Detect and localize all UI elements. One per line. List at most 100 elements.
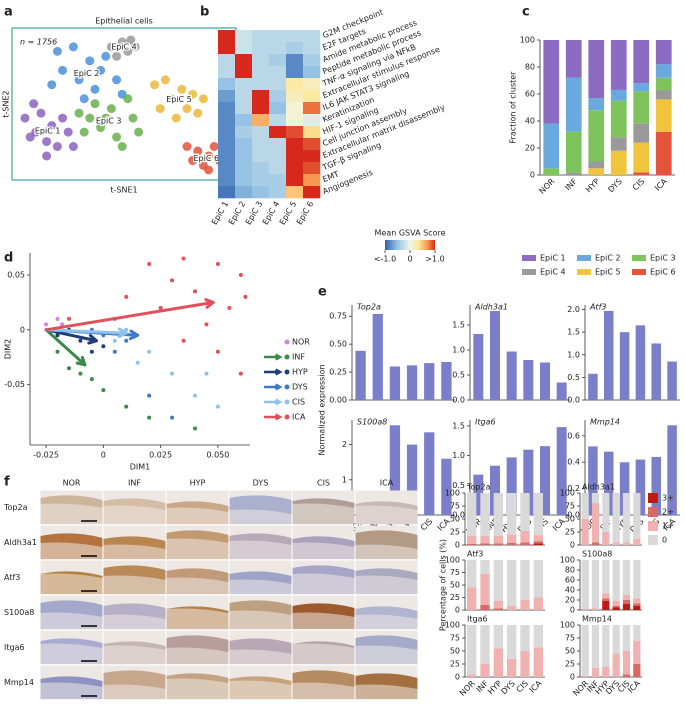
y-axis-label: t-SNE2: [2, 90, 11, 117]
panel-title: Mmp14: [582, 615, 612, 624]
panel-title: Aldh3a1: [582, 483, 615, 492]
point: [66, 316, 71, 321]
y-tick-label: 75: [565, 502, 575, 511]
panel-title: Mmp14: [590, 418, 620, 427]
point: [204, 371, 209, 376]
epithelium: [355, 530, 418, 549]
bar-segment: [493, 535, 503, 544]
bar: [406, 444, 418, 515]
heatmap-cell: [303, 78, 321, 91]
x-tick-label: CIS: [419, 517, 435, 533]
panel-title: Top2a: [466, 483, 491, 492]
point: [36, 108, 46, 118]
bar: [389, 366, 401, 400]
heatmap-cell: [235, 138, 253, 151]
bar-segment: [543, 168, 560, 175]
bar-segment: [655, 64, 672, 78]
point: [238, 272, 243, 277]
point: [204, 322, 209, 327]
point: [123, 94, 133, 104]
y-tick-label: 100: [560, 556, 575, 565]
panel-title: Itga6: [467, 615, 488, 624]
bar-segment: [507, 606, 517, 610]
bar-segment: [533, 647, 543, 677]
bar-segment: [622, 625, 631, 651]
bar: [441, 362, 452, 400]
y-tick-label: 0.0: [452, 396, 465, 405]
y-tick-label: 25: [565, 660, 575, 669]
x-tick-label: ICA: [653, 176, 669, 192]
heatmap-cell: [303, 30, 321, 43]
bar-segment: [633, 91, 650, 124]
y-tick-label: 0.4: [567, 458, 580, 467]
y-tick-label: 75: [565, 634, 575, 643]
heatmap-cell: [235, 162, 253, 175]
heatmap-cell: [286, 90, 304, 103]
heatmap-cell: [252, 66, 270, 79]
bar: [490, 311, 500, 400]
epithelium: [166, 530, 229, 543]
epithelium: [355, 501, 418, 510]
heatmap-cell: [286, 78, 304, 91]
colorbar-tick-label: >1.0: [425, 255, 444, 264]
y-tick-label: 0: [20, 325, 25, 334]
panel-letter: c: [522, 5, 530, 20]
bar-segment: [507, 542, 517, 545]
point: [63, 127, 73, 137]
bar-segment: [612, 607, 620, 610]
bar-segment: [633, 664, 641, 677]
bar-segment: [633, 142, 650, 173]
bar-segment: [612, 542, 620, 545]
legend-swatch: [648, 535, 658, 545]
y-tick-label: 1: [342, 475, 347, 484]
bar-segment: [602, 560, 610, 594]
epithelium: [355, 673, 418, 689]
bar: [667, 361, 677, 400]
y-axis-label: Normalized expression: [318, 364, 327, 455]
x-axis-label: t-SNE1: [110, 186, 137, 195]
bar-segment: [493, 560, 503, 601]
x-tick-label: NOR: [537, 177, 556, 196]
point: [42, 137, 52, 147]
epithelium: [229, 571, 292, 584]
legend-arrow: [264, 413, 283, 421]
point: [182, 142, 192, 152]
bar: [473, 474, 484, 515]
heatmap-cell: [269, 54, 287, 67]
point: [147, 261, 152, 266]
point: [112, 338, 117, 343]
point: [243, 294, 248, 299]
colorbar-tick-label: <-1.0: [374, 255, 396, 264]
bar-segment: [633, 83, 650, 92]
point: [182, 104, 192, 114]
point: [106, 42, 116, 52]
bar-segment: [633, 606, 641, 610]
y-tick-label: 100: [560, 621, 575, 630]
heatmap-cell: [286, 102, 304, 115]
panel-letter: d: [4, 251, 13, 266]
point: [193, 146, 203, 156]
epithelium: [229, 638, 292, 654]
y-tick-label: 20: [525, 144, 535, 153]
bar: [651, 343, 661, 400]
heatmap-cell: [252, 78, 270, 91]
bar-segment: [581, 609, 589, 610]
y-tick-label: 25: [450, 593, 460, 602]
point: [123, 46, 133, 56]
bar: [473, 334, 484, 400]
legend-label: EpiC 5: [595, 268, 621, 277]
point: [55, 316, 60, 321]
y-tick-label: 0: [570, 541, 575, 550]
bar-segment: [602, 666, 610, 677]
column-label: NOR: [63, 479, 81, 488]
bar-segment: [588, 161, 605, 169]
heatmap-cell: [286, 114, 304, 127]
legend-arrow: [264, 353, 283, 361]
point: [181, 256, 186, 261]
point: [215, 349, 220, 354]
point: [134, 127, 144, 137]
epithelium: [355, 568, 418, 580]
y-tick-label: 2: [342, 440, 347, 449]
bar-segment: [610, 40, 627, 90]
bar-segment: [622, 493, 631, 543]
